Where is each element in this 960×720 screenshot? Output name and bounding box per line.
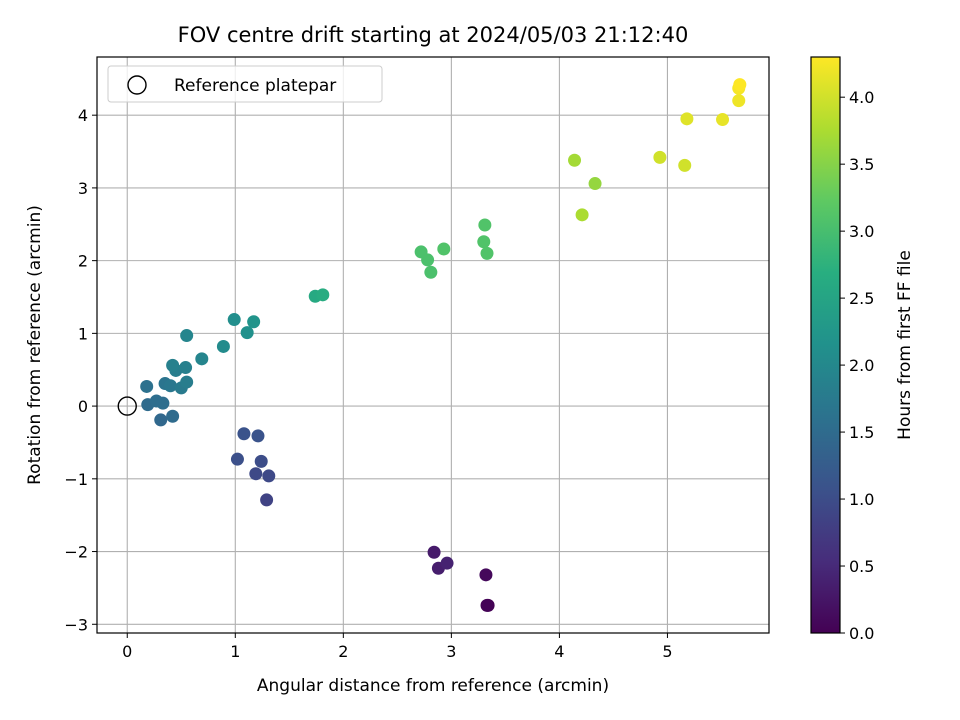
x-axis: 0 1 2 3 4 5 [122,633,673,661]
data-point [254,454,268,468]
data-point [156,396,170,410]
data-point [716,113,730,127]
data-point [251,429,265,443]
colorbar-tick-label: 2.5 [849,289,874,308]
x-axis-label: Angular distance from reference (arcmin) [257,676,609,696]
data-point [424,265,438,279]
y-axis: −3 −2 −1 0 1 2 3 4 [64,106,97,634]
grid [97,57,769,633]
colorbar-tick-label: 3.0 [849,222,874,241]
data-point [230,452,244,466]
data-point [588,177,602,191]
legend-box [107,65,383,103]
y-tick-label: −1 [64,470,88,489]
reference-platepar-marker [117,396,137,416]
data-point [568,153,582,167]
data-point [732,94,746,108]
colorbar-tick-label: 3.5 [849,155,874,174]
data-point [179,361,193,375]
x-tick-label: 0 [122,642,132,661]
colorbar-tick-label: 0.0 [849,624,874,643]
colorbar-tick-label: 2.0 [849,356,874,375]
data-point [427,545,441,559]
y-tick-label: 4 [78,106,88,125]
y-tick-label: −2 [64,543,88,562]
y-tick-label: −3 [64,615,88,634]
colorbar-tick-label: 4.0 [849,88,874,107]
data-point [166,409,180,423]
colorbar-tick-label: 1.5 [849,423,874,442]
data-point [478,218,492,232]
data-point [575,208,589,222]
data-point [140,379,154,393]
colorbar: 0.0 0.5 1.0 1.5 2.0 2.5 3.0 3.5 4.0 Hours from f… [810,56,915,643]
y-tick-label: 3 [78,179,88,198]
x-tick-label: 4 [554,642,564,661]
colorbar-tick-label: 0.5 [849,557,874,576]
data-point [262,469,276,483]
data-point [480,598,494,612]
data-point [216,339,230,353]
y-tick-label: 2 [78,252,88,271]
legend: Reference platepar [107,65,383,103]
y-axis-label: Rotation from reference (arcmin) [25,205,45,485]
data-point [240,326,254,340]
data-point [237,427,251,441]
colorbar-tick-label: 1.0 [849,490,874,509]
x-tick-label: 5 [662,642,672,661]
data-point [678,158,692,172]
data-point [421,253,435,267]
data-point [680,112,694,126]
data-point [733,78,747,92]
chart-title: FOV centre drift starting at 2024/05/03 … [178,23,689,47]
y-tick-label: 0 [78,397,88,416]
data-point [154,413,168,427]
data-point [477,235,491,249]
data-point [316,288,330,302]
data-point [653,150,667,164]
data-points [140,78,747,612]
data-point [247,315,261,329]
data-point [479,568,493,582]
x-tick-label: 1 [230,642,240,661]
data-point [437,242,451,256]
x-tick-label: 2 [338,642,348,661]
y-tick-label: 1 [78,324,88,343]
data-point [180,375,194,389]
colorbar-ticks: 0.0 0.5 1.0 1.5 2.0 2.5 3.0 3.5 4.0 [840,88,874,643]
plot-frame [96,56,770,634]
data-point [480,246,494,260]
colorbar-gradient [810,56,841,634]
data-point [440,556,454,570]
data-point [180,329,194,343]
colorbar-label: Hours from first FF file [895,250,915,440]
data-point [163,379,177,393]
data-point [166,358,180,372]
legend-marker-icon [127,75,147,95]
data-point [195,352,209,366]
x-tick-label: 3 [446,642,456,661]
data-point [260,493,274,507]
legend-label: Reference platepar [174,76,336,96]
data-point [249,467,263,481]
data-point [227,313,241,327]
